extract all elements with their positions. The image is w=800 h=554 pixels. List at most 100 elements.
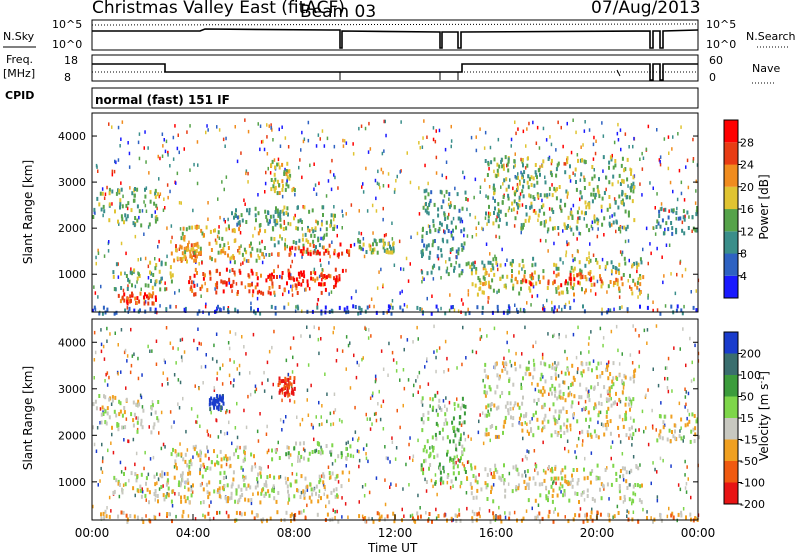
- echo-cell: [486, 472, 489, 477]
- scatter-speckle: [299, 422, 301, 427]
- echo-cell: [130, 471, 133, 476]
- echo-cell: [270, 163, 273, 168]
- echo-cell: [184, 459, 187, 464]
- echo-cell: [277, 212, 280, 217]
- echo-cell: [221, 236, 224, 241]
- echo-cell: [656, 438, 659, 443]
- echo-cell: [186, 463, 189, 468]
- echo-cell: [601, 196, 604, 201]
- scatter-speckle: [175, 305, 177, 309]
- scatter-speckle: [391, 436, 393, 440]
- echo-cell: [297, 282, 300, 286]
- echo-cell: [576, 492, 579, 496]
- echo-cell: [623, 256, 626, 261]
- scatter-speckle: [301, 255, 303, 259]
- echo-cell: [421, 248, 424, 253]
- y-tick-label: 3000: [58, 383, 86, 396]
- scatter-speckle: [306, 398, 308, 402]
- echo-cell: [483, 390, 486, 395]
- echo-cell: [354, 305, 357, 309]
- echo-cell: [599, 374, 602, 379]
- echo-cell: [287, 493, 290, 498]
- echo-cell: [96, 196, 99, 201]
- scatter-speckle: [240, 151, 242, 155]
- echo-cell: [295, 479, 298, 484]
- echo-cell: [263, 482, 266, 487]
- echo-cell: [343, 307, 346, 312]
- echo-cell: [436, 412, 439, 417]
- scatter-speckle: [147, 472, 150, 477]
- echo-cell: [225, 497, 228, 501]
- echo-cell: [436, 453, 439, 458]
- scatter-speckle: [667, 389, 670, 394]
- scatter-speckle: [453, 308, 456, 312]
- echo-cell: [273, 180, 276, 185]
- scatter-speckle: [528, 360, 530, 365]
- echo-cell: [517, 175, 519, 180]
- scatter-speckle: [403, 514, 405, 518]
- echo-cell: [501, 361, 504, 366]
- scatter-speckle: [445, 175, 448, 180]
- scatter-speckle: [340, 455, 343, 460]
- echo-cell: [552, 415, 555, 420]
- echo-cell: [625, 195, 628, 200]
- echo-cell: [598, 476, 601, 481]
- scatter-speckle: [192, 208, 194, 213]
- echo-cell: [243, 457, 246, 462]
- scatter-speckle: [492, 196, 494, 200]
- echo-cell: [640, 500, 643, 505]
- scatter-speckle: [186, 448, 189, 452]
- echo-cell: [189, 254, 192, 259]
- echo-cell: [301, 237, 304, 242]
- echo-cell: [183, 254, 186, 259]
- scatter-speckle: [93, 330, 96, 335]
- echo-cell: [569, 390, 571, 395]
- echo-cell: [156, 494, 159, 498]
- echo-cell: [558, 394, 561, 399]
- scatter-speckle: [426, 357, 428, 361]
- echo-cell: [474, 475, 477, 480]
- echo-cell: [485, 405, 488, 410]
- scatter-speckle: [358, 209, 360, 213]
- scatter-speckle: [358, 464, 360, 469]
- echo-cell: [598, 265, 601, 270]
- echo-cell: [260, 290, 263, 295]
- echo-cell: [608, 195, 611, 199]
- scatter-speckle: [627, 239, 630, 243]
- echo-cell: [335, 487, 338, 492]
- echo-cell: [508, 516, 511, 521]
- scatter-speckle: [126, 206, 129, 211]
- echo-cell: [358, 514, 361, 519]
- scatter-speckle: [637, 277, 640, 281]
- scatter-speckle: [462, 302, 464, 306]
- scatter-speckle: [602, 336, 605, 340]
- echo-cell: [134, 187, 136, 191]
- echo-cell: [440, 253, 443, 258]
- echo-cell: [101, 405, 104, 410]
- scatter-speckle: [213, 386, 215, 390]
- scatter-speckle: [544, 175, 546, 179]
- echo-cell: [288, 275, 291, 280]
- echo-cell: [676, 304, 679, 309]
- echo-cell: [188, 500, 191, 505]
- echo-cell: [629, 273, 631, 278]
- y-tick-label: 3000: [58, 176, 86, 189]
- echo-cell: [524, 218, 527, 223]
- scatter-speckle: [371, 422, 373, 426]
- echo-cell: [313, 234, 316, 238]
- scatter-speckle: [318, 326, 320, 331]
- scatter-speckle: [169, 189, 171, 194]
- echo-cell: [132, 221, 135, 226]
- echo-cell: [639, 304, 641, 309]
- echo-cell: [504, 419, 506, 424]
- echo-cell: [436, 254, 439, 259]
- scatter-speckle: [309, 334, 311, 339]
- scatter-speckle: [440, 306, 442, 311]
- scatter-speckle: [652, 226, 655, 230]
- echo-cell: [689, 512, 692, 517]
- echo-cell: [240, 213, 243, 218]
- scatter-speckle: [621, 352, 623, 356]
- echo-cell: [348, 249, 351, 254]
- cpid-panel: [91, 87, 699, 109]
- scatter-speckle: [671, 147, 673, 151]
